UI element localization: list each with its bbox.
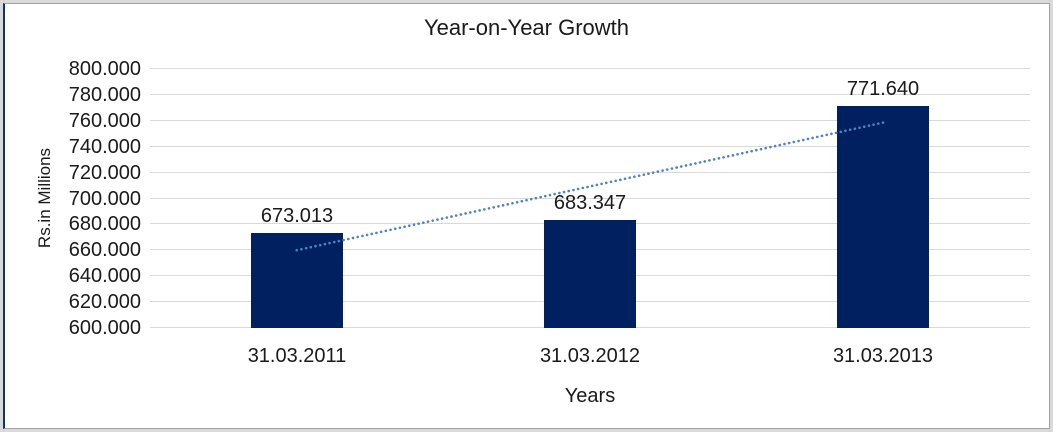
- y-tick-label: 620.000: [68, 291, 141, 313]
- data-label: 673.013: [260, 205, 334, 227]
- y-tick-label: 700.000: [68, 188, 141, 210]
- y-tick-label: 600.000: [68, 317, 141, 339]
- x-tick-label: 31.03.2012: [539, 345, 641, 367]
- gridline: [150, 68, 1030, 69]
- gridline: [150, 94, 1030, 95]
- x-tick-label: 31.03.2013: [832, 345, 934, 367]
- gridline: [150, 120, 1030, 121]
- y-tick-label: 680.000: [68, 213, 141, 235]
- y-tick-label: 660.000: [68, 239, 141, 261]
- y-axis-title: Rs.in Millions: [35, 147, 54, 249]
- bar: [837, 106, 929, 328]
- data-label: 683.347: [553, 192, 627, 214]
- x-axis-title: Years: [564, 385, 616, 407]
- y-tick-label: 780.000: [68, 84, 141, 106]
- x-tick-label: 31.03.2011: [247, 345, 347, 367]
- chart-title: Year-on-Year Growth: [423, 15, 630, 40]
- data-label: 771.640: [846, 78, 920, 100]
- y-tick-label: 760.000: [68, 110, 141, 132]
- bar: [251, 233, 343, 328]
- y-tick-label: 740.000: [68, 136, 141, 158]
- bar: [544, 220, 636, 328]
- y-tick-label: 720.000: [68, 162, 141, 184]
- y-tick-label: 800.000: [68, 58, 141, 80]
- y-tick-label: 640.000: [68, 265, 141, 287]
